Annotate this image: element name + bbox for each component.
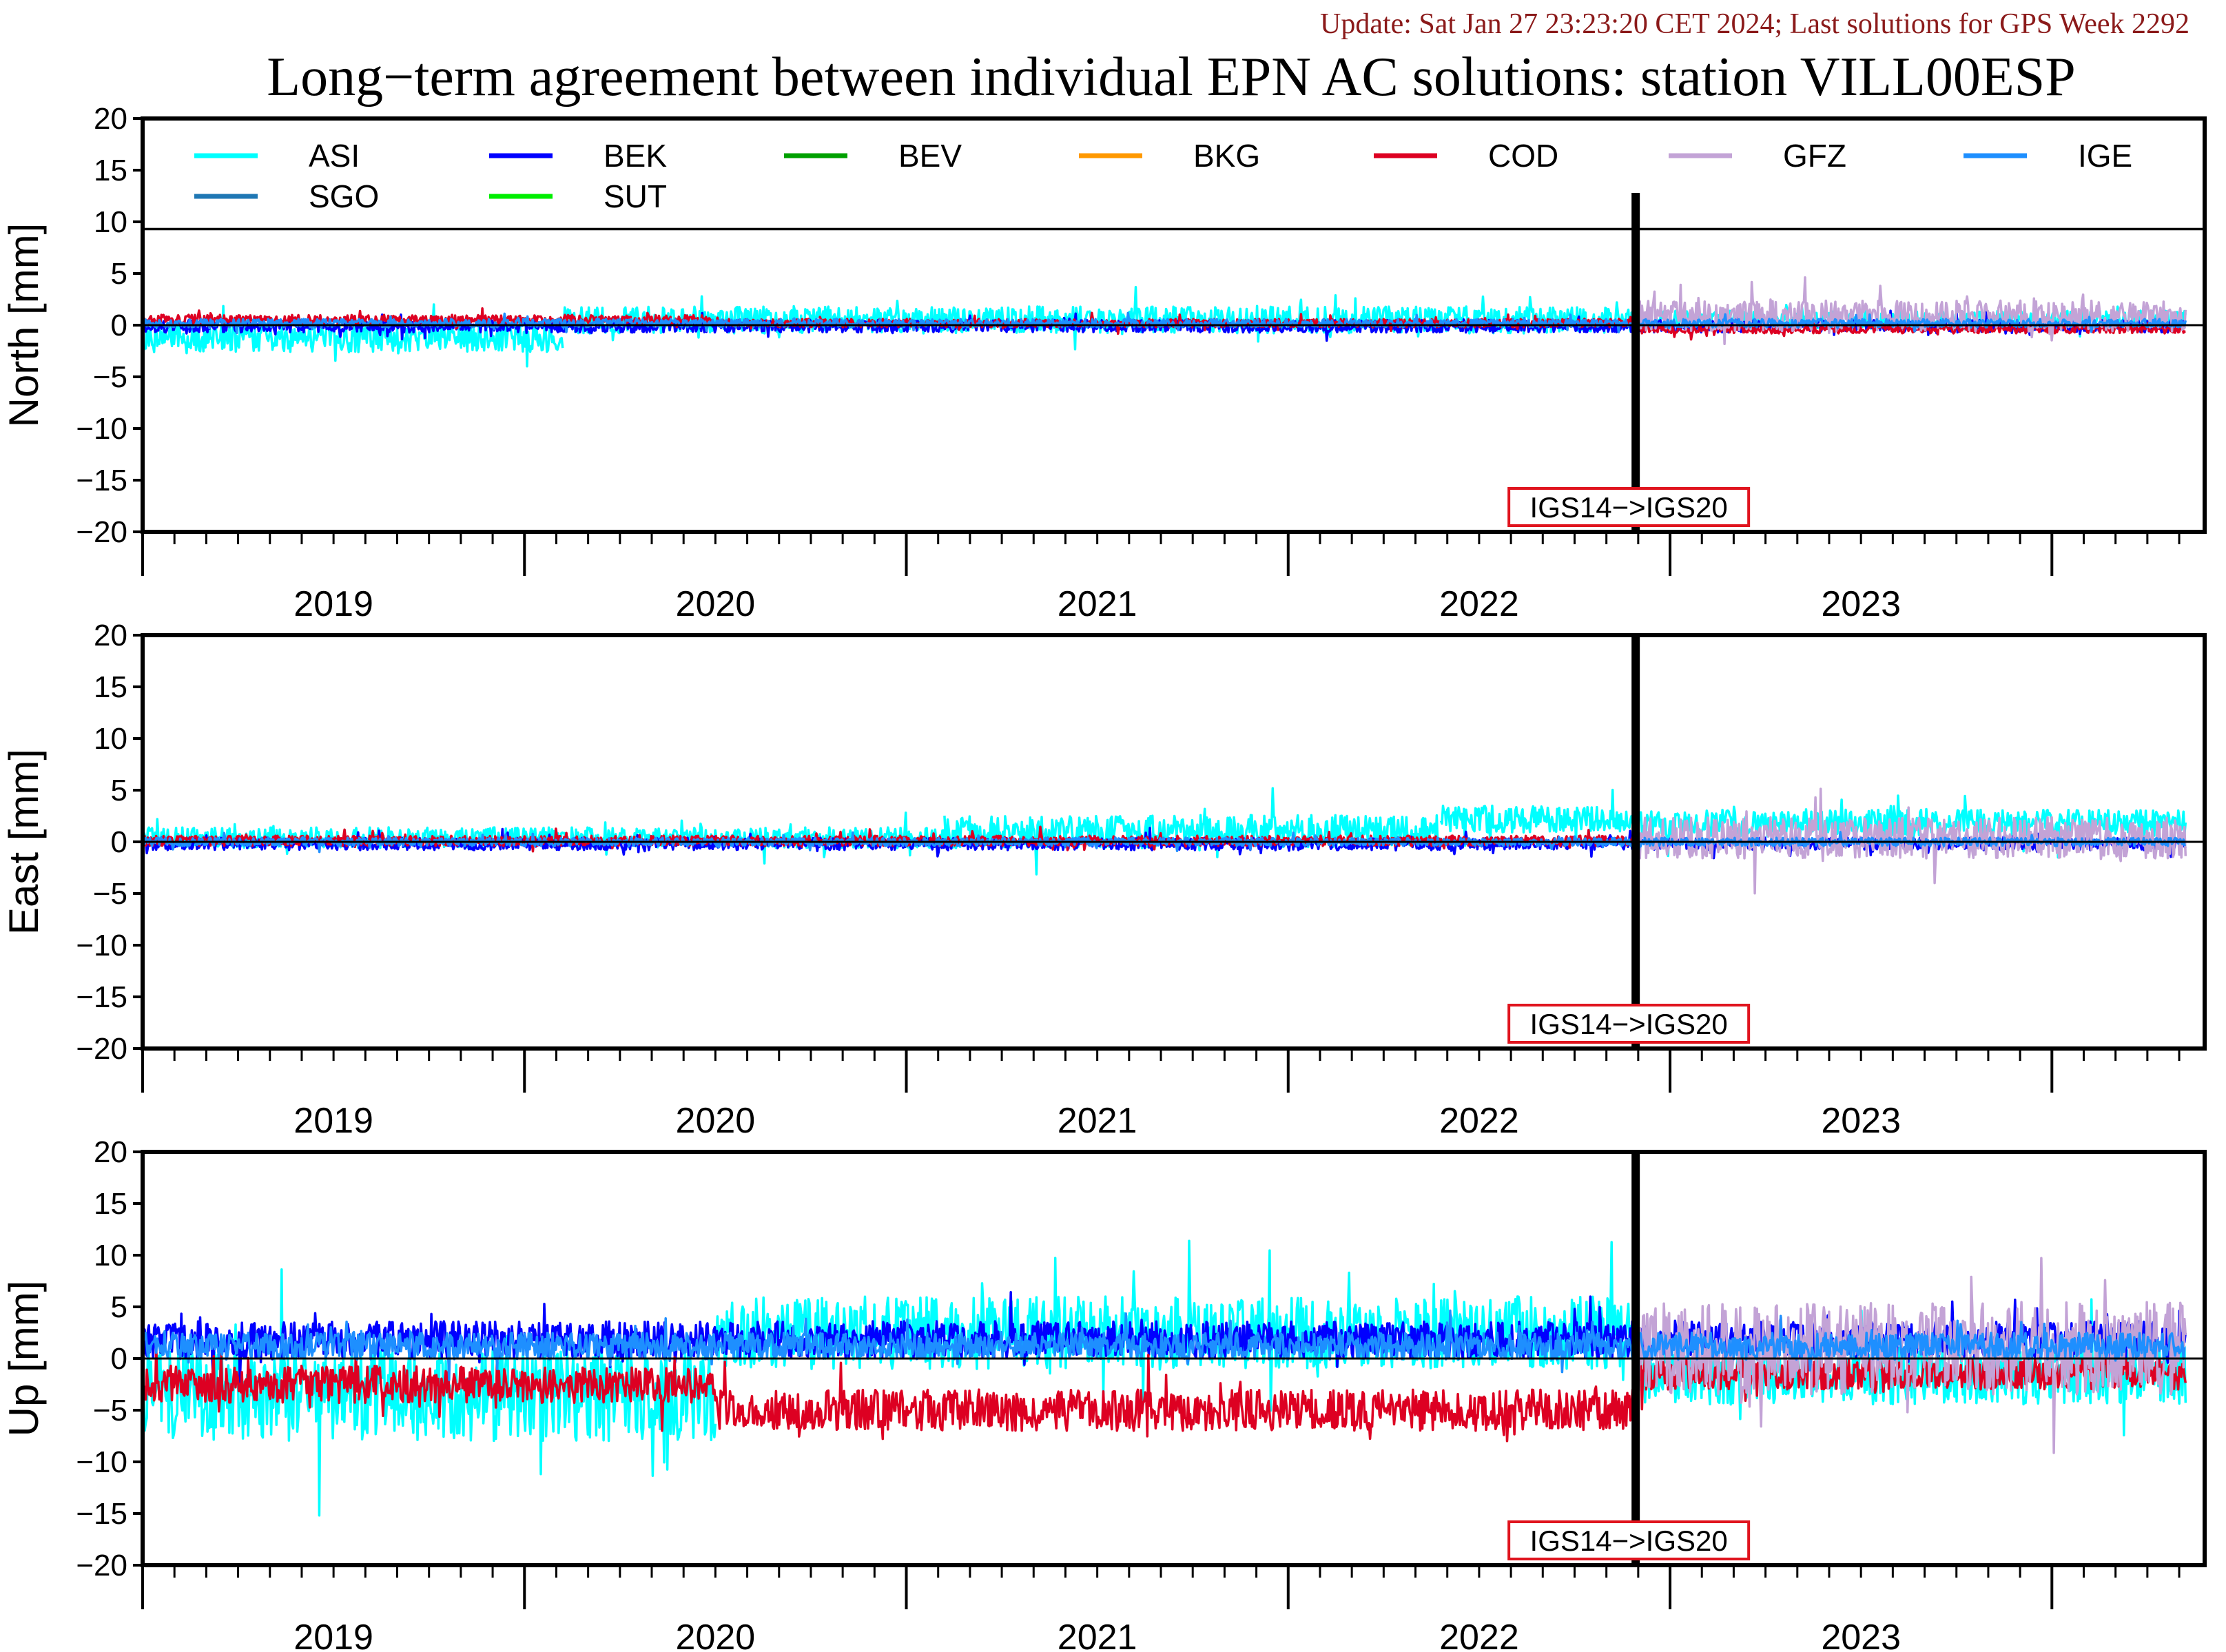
y-tick-label: −5 [93,1394,127,1427]
x-year-label: 2020 [676,1101,756,1141]
y-tick-label: 15 [94,670,127,704]
y-tick-label: 5 [111,1290,127,1324]
legend-label-bek: BEK [604,138,667,174]
y-tick-label: 5 [111,774,127,807]
y-tick-label: 10 [94,205,127,239]
y-tick-label: 0 [111,1342,127,1376]
panel-3: IGS14−>IGS20 −20 −15 −10 −5 0 5 10 15 20 Up [mm] 20… [1,1135,2207,1652]
y-tick-label: −15 [76,464,127,497]
x-year-label: 2022 [1439,1101,1519,1141]
panel-1: IGS14−>IGS20 −20 −15 −10 −5 0 5 10 15 20 North [mm… [1,102,2207,624]
frame-change-label: IGS14−>IGS20 [1530,1008,1728,1040]
y-axis-label: East [mm] [1,749,47,935]
legend-label-bkg: BKG [1193,138,1260,174]
series-ige [143,311,2187,335]
legend: ASI BEK BEV BKG COD GFZ IGE SGO SUT [194,138,2132,214]
series-ige [143,1309,2186,1381]
y-axis-label: Up [mm] [1,1281,47,1437]
y-tick-label: −5 [93,877,127,911]
x-year-label: 2020 [676,1618,756,1652]
y-tick-label: 20 [94,1135,127,1169]
y-tick-label: 10 [94,722,127,756]
series-gfz [1634,1257,2187,1454]
y-tick-label: −5 [93,360,127,394]
y-tick-label: −15 [76,1497,127,1531]
y-tick-label: −10 [76,412,127,446]
x-year-label: 2019 [293,584,373,624]
y-tick-label: 5 [111,257,127,291]
frame-change-box [1507,487,1751,527]
series-gfz [1634,787,2187,895]
y-tick-label: 15 [94,1187,127,1221]
legend-label-gfz: GFZ [1783,138,1846,174]
x-year-label: 2020 [676,584,756,624]
y-axis-label: North [mm] [1,223,47,428]
y-tick-label: 20 [94,619,127,652]
x-year-label: 2019 [293,1101,373,1141]
legend-label-asi: ASI [309,138,360,174]
y-tick-label: 20 [94,102,127,136]
frame-change-label: IGS14−>IGS20 [1530,491,1728,524]
legend-label-sgo: SGO [309,178,379,214]
y-tick-label: 0 [111,825,127,859]
x-year-label: 2023 [1821,1101,1901,1141]
x-year-label: 2023 [1821,1618,1901,1652]
y-tick-label: −20 [76,1032,127,1066]
x-year-label: 2019 [293,1618,373,1652]
y-tick-label: 15 [94,154,127,187]
x-year-label: 2021 [1058,584,1137,624]
frame-change-box [1507,1004,1751,1044]
legend-label-cod: COD [1488,138,1558,174]
frame-change-box [1507,1520,1751,1560]
x-year-label: 2022 [1439,1618,1519,1652]
legend-label-bev: BEV [898,138,962,174]
legend-label-ige: IGE [2078,138,2132,174]
x-year-label: 2023 [1821,584,1901,624]
update-timestamp: Update: Sat Jan 27 23:23:20 CET 2024; La… [1320,8,2189,40]
y-tick-label: −20 [76,1549,127,1582]
chart-title: Long−term agreement between individual E… [267,47,2076,107]
frame-change-label: IGS14−>IGS20 [1530,1525,1728,1557]
series-asi [143,787,2187,876]
y-tick-label: 10 [94,1239,127,1272]
series-group [143,1239,2187,1517]
y-tick-label: −10 [76,1445,127,1479]
y-tick-label: −20 [76,515,127,549]
legend-label-sut: SUT [604,178,667,214]
panels: IGS14−>IGS20 −20 −15 −10 −5 0 5 10 15 20 North [mm… [1,102,2207,1652]
x-year-label: 2021 [1058,1101,1137,1141]
y-tick-label: −15 [76,980,127,1014]
y-tick-label: −10 [76,929,127,962]
y-tick-label: 0 [111,309,127,342]
x-year-label: 2021 [1058,1618,1137,1652]
x-year-label: 2022 [1439,584,1519,624]
panel-2: IGS14−>IGS20 −20 −15 −10 −5 0 5 10 15 20 East [mm]… [1,619,2207,1141]
